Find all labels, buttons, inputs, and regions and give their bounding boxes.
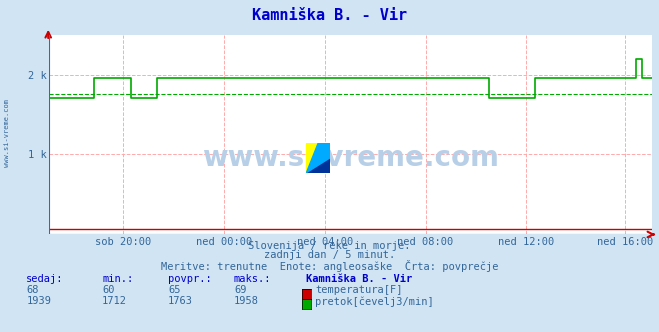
- Text: 1763: 1763: [168, 296, 193, 306]
- Text: Kamniška B. - Vir: Kamniška B. - Vir: [306, 274, 413, 284]
- Text: 1958: 1958: [234, 296, 259, 306]
- Polygon shape: [306, 143, 330, 173]
- Text: temperatura[F]: temperatura[F]: [315, 285, 403, 295]
- Text: povpr.:: povpr.:: [168, 274, 212, 284]
- Text: zadnji dan / 5 minut.: zadnji dan / 5 minut.: [264, 250, 395, 260]
- Text: Kamniška B. - Vir: Kamniška B. - Vir: [252, 8, 407, 23]
- Polygon shape: [306, 143, 330, 173]
- Text: www.si-vreme.com: www.si-vreme.com: [202, 144, 500, 172]
- Text: Slovenija / reke in morje.: Slovenija / reke in morje.: [248, 241, 411, 251]
- Polygon shape: [306, 143, 330, 173]
- Text: min.:: min.:: [102, 274, 133, 284]
- Text: 69: 69: [234, 285, 246, 295]
- Text: 1939: 1939: [26, 296, 51, 306]
- Text: 60: 60: [102, 285, 115, 295]
- Text: pretok[čevelj3/min]: pretok[čevelj3/min]: [315, 296, 434, 307]
- Text: 68: 68: [26, 285, 39, 295]
- Text: 65: 65: [168, 285, 181, 295]
- Text: Meritve: trenutne  Enote: angleosaške  Črta: povprečje: Meritve: trenutne Enote: angleosaške Črt…: [161, 260, 498, 272]
- Text: maks.:: maks.:: [234, 274, 272, 284]
- Text: sedaj:: sedaj:: [26, 274, 64, 284]
- Text: 1712: 1712: [102, 296, 127, 306]
- Text: www.si-vreme.com: www.si-vreme.com: [3, 99, 10, 167]
